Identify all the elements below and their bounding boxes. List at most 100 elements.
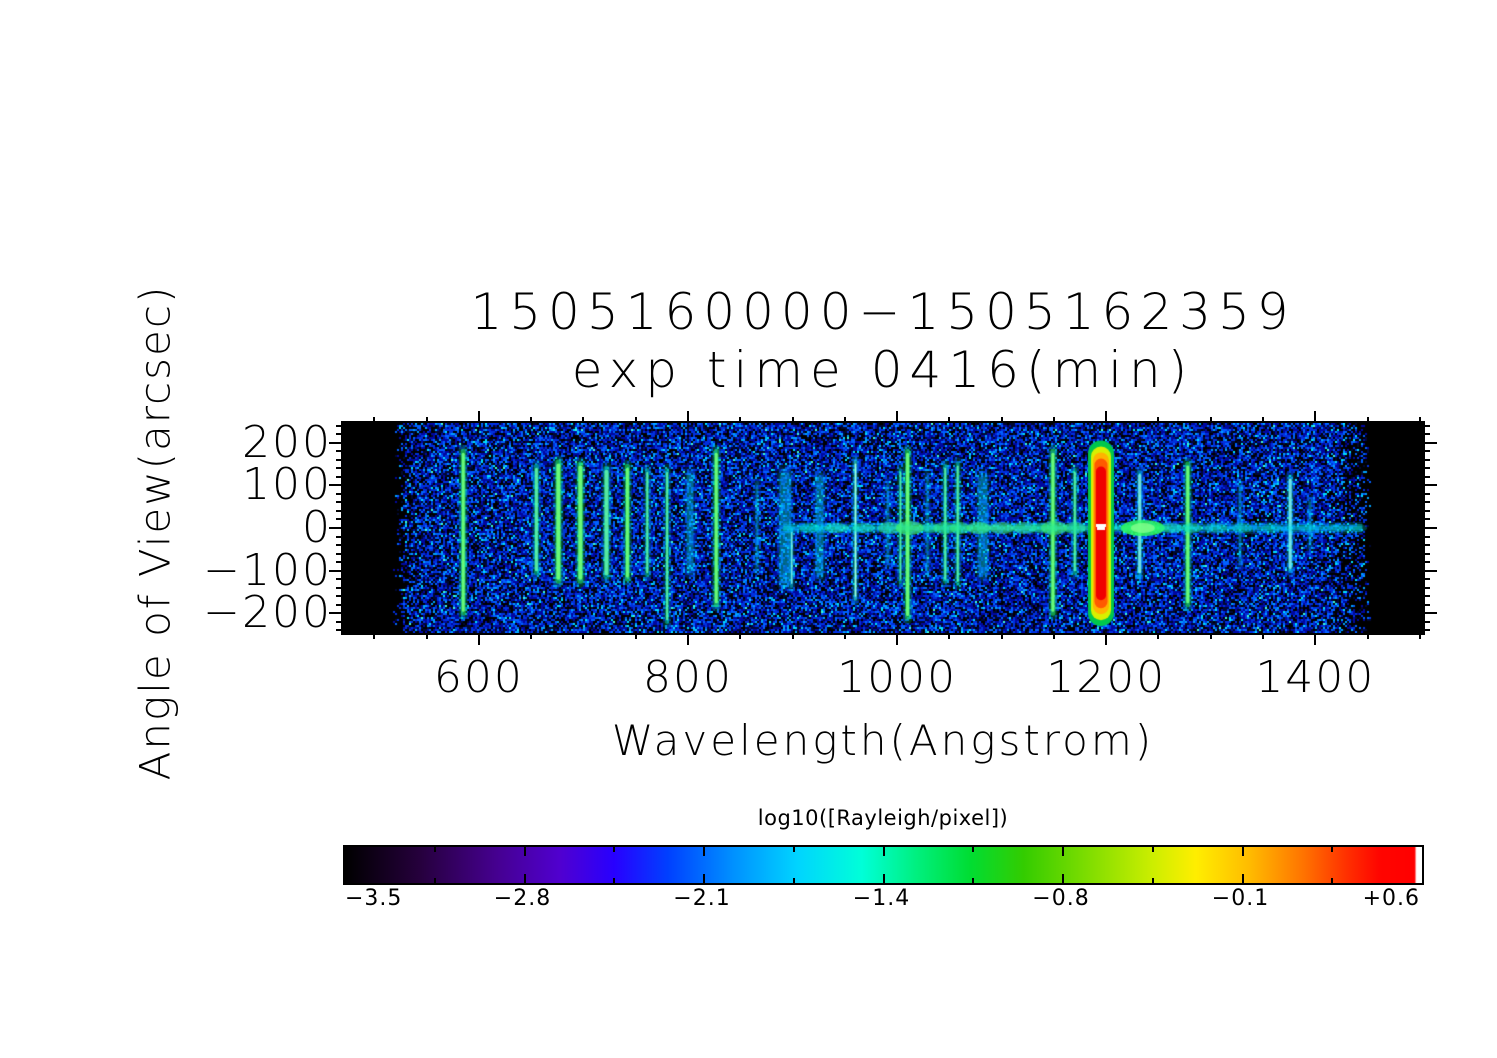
x-minor-tick — [582, 633, 585, 639]
y-major-tick — [329, 441, 343, 444]
colorbar-minor-tick — [1152, 878, 1154, 883]
y-tick-label: −100 — [203, 544, 332, 596]
colorbar-major-tick — [524, 847, 526, 856]
y-minor-tick — [1423, 501, 1430, 504]
x-minor-tick — [1366, 633, 1369, 639]
x-tick-label: 1200 — [1046, 652, 1167, 703]
colorbar-tick-label: −2.8 — [493, 886, 552, 911]
colorbar-minor-tick — [793, 878, 795, 883]
x-minor-tick — [843, 417, 846, 423]
colorbar-major-tick — [883, 874, 885, 883]
x-tick-label: 1400 — [1255, 652, 1376, 703]
x-major-tick — [896, 633, 899, 645]
y-minor-tick — [336, 603, 343, 606]
x-minor-tick — [425, 633, 428, 639]
colorbar-minor-tick — [1331, 878, 1333, 883]
x-minor-tick — [1262, 633, 1265, 639]
y-minor-tick — [1423, 424, 1430, 427]
y-minor-tick — [1423, 561, 1430, 564]
plot-title-line2: exp time 0416(min) — [571, 341, 1195, 399]
x-minor-tick — [530, 633, 533, 639]
y-minor-tick — [336, 424, 343, 427]
x-minor-tick — [1418, 633, 1421, 639]
y-tick-label: −200 — [203, 587, 332, 639]
y-minor-tick — [1423, 544, 1430, 547]
y-major-tick — [329, 527, 343, 529]
colorbar-minor-tick — [972, 847, 974, 852]
x-minor-tick — [373, 417, 376, 423]
y-minor-tick — [1423, 492, 1430, 495]
y-major-tick — [329, 484, 343, 487]
x-major-tick — [687, 411, 689, 423]
colorbar-major-tick — [1062, 847, 1064, 856]
y-minor-tick — [1423, 603, 1430, 606]
y-minor-tick — [336, 458, 343, 461]
y-minor-tick — [336, 467, 343, 470]
x-major-tick — [896, 411, 899, 423]
x-minor-tick — [791, 417, 794, 423]
x-minor-tick — [1157, 417, 1160, 423]
x-major-tick — [1105, 633, 1108, 645]
spectrogram-canvas — [343, 423, 1423, 633]
colorbar-tick-label: −1.4 — [852, 886, 911, 911]
y-minor-tick — [336, 578, 343, 581]
x-minor-tick — [1366, 417, 1369, 423]
x-tick-label: 600 — [433, 652, 524, 703]
x-minor-tick — [1418, 417, 1421, 423]
colorbar-minor-tick — [1331, 847, 1333, 852]
x-minor-tick — [1000, 633, 1003, 639]
x-tick-label: 1000 — [837, 652, 958, 703]
y-minor-tick — [336, 501, 343, 504]
x-major-tick — [477, 411, 480, 423]
x-minor-tick — [1157, 633, 1160, 639]
y-tick-labels: 200 100 0 −100 −200 — [172, 0, 332, 1058]
x-minor-tick — [582, 417, 585, 423]
colorbar-major-tick — [524, 874, 526, 883]
x-minor-tick — [739, 633, 742, 639]
y-minor-tick — [1423, 433, 1430, 436]
y-minor-tick — [1423, 467, 1430, 470]
x-minor-tick — [634, 417, 637, 423]
y-major-tick — [329, 569, 343, 572]
colorbar-tick-label: −0.1 — [1211, 886, 1270, 911]
colorbar-minor-tick — [434, 878, 436, 883]
x-tick-label: 800 — [643, 652, 733, 703]
x-major-tick — [1314, 633, 1317, 645]
x-major-tick — [477, 633, 480, 645]
colorbar-major-tick — [703, 847, 705, 856]
colorbar-minor-tick — [793, 847, 795, 852]
y-minor-tick — [1423, 629, 1430, 632]
colorbar-major-tick — [1242, 847, 1244, 856]
x-minor-tick — [843, 633, 846, 639]
y-major-tick — [1423, 612, 1437, 615]
x-minor-tick — [1262, 417, 1265, 423]
x-minor-tick — [791, 633, 794, 639]
y-minor-tick — [336, 518, 343, 521]
y-major-tick — [1423, 441, 1437, 444]
colorbar-minor-tick — [613, 878, 615, 883]
y-tick-label: 100 — [242, 459, 332, 511]
y-minor-tick — [1423, 620, 1430, 623]
x-minor-tick — [1052, 417, 1055, 423]
x-minor-tick — [739, 417, 742, 423]
x-minor-tick — [948, 417, 951, 423]
y-minor-tick — [1423, 595, 1430, 598]
y-minor-tick — [336, 620, 343, 623]
y-minor-tick — [1423, 458, 1430, 461]
y-minor-tick — [1423, 535, 1430, 538]
colorbar-major-tick — [883, 847, 885, 856]
y-tick-label: 200 — [242, 416, 332, 468]
x-minor-tick — [425, 417, 428, 423]
y-minor-tick — [336, 586, 343, 589]
y-minor-tick — [1423, 552, 1430, 555]
y-major-tick — [1423, 484, 1437, 487]
y-minor-tick — [1423, 578, 1430, 581]
y-minor-tick — [336, 544, 343, 547]
colorbar-major-tick — [703, 874, 705, 883]
y-minor-tick — [1423, 586, 1430, 589]
y-minor-tick — [336, 629, 343, 632]
y-minor-tick — [336, 492, 343, 495]
colorbar-tick-label: −0.8 — [1032, 886, 1090, 911]
x-minor-tick — [1000, 417, 1003, 423]
